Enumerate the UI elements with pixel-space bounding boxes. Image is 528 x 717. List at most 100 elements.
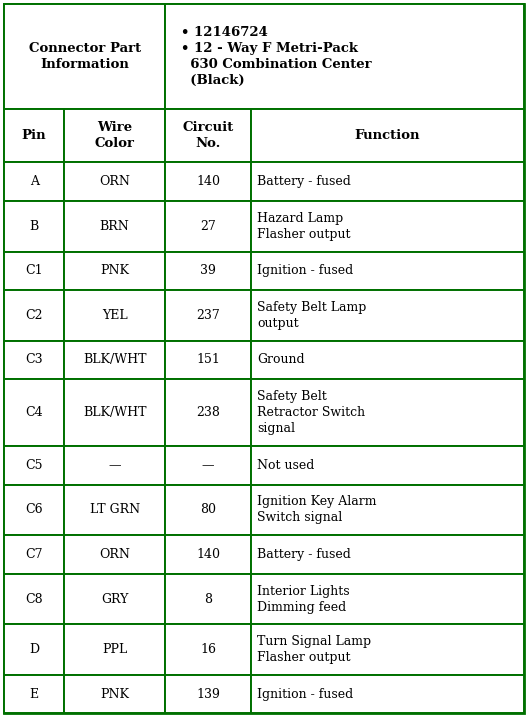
Text: 151: 151 xyxy=(196,353,220,366)
Text: PNK: PNK xyxy=(100,688,129,701)
Bar xyxy=(165,675,251,713)
Bar xyxy=(251,109,524,163)
Bar xyxy=(4,341,64,379)
Bar xyxy=(165,574,251,625)
Bar xyxy=(4,109,64,163)
Bar xyxy=(64,109,165,163)
Bar xyxy=(4,625,64,675)
Bar xyxy=(64,379,165,446)
Text: 139: 139 xyxy=(196,688,220,701)
Text: Turn Signal Lamp
Flasher output: Turn Signal Lamp Flasher output xyxy=(257,635,372,664)
Text: LT GRN: LT GRN xyxy=(90,503,140,516)
Text: B: B xyxy=(30,220,39,233)
Text: Battery - fused: Battery - fused xyxy=(257,548,351,561)
Bar xyxy=(165,201,251,252)
Text: Ignition Key Alarm
Switch signal: Ignition Key Alarm Switch signal xyxy=(257,495,377,524)
Bar xyxy=(251,341,524,379)
Bar xyxy=(251,625,524,675)
Text: Not used: Not used xyxy=(257,459,315,472)
Text: C2: C2 xyxy=(25,309,43,322)
Text: GRY: GRY xyxy=(101,592,128,606)
Text: C8: C8 xyxy=(25,592,43,606)
Text: Circuit
No.: Circuit No. xyxy=(183,121,234,151)
Bar xyxy=(165,535,251,574)
Text: Ground: Ground xyxy=(257,353,305,366)
Text: • 12146724
• 12 - Way F Metri-Pack
  630 Combination Center
  (Black): • 12146724 • 12 - Way F Metri-Pack 630 C… xyxy=(181,26,372,87)
Bar xyxy=(165,341,251,379)
Text: 27: 27 xyxy=(200,220,216,233)
Text: 238: 238 xyxy=(196,407,220,419)
Bar xyxy=(4,675,64,713)
Bar xyxy=(64,163,165,201)
Bar xyxy=(165,379,251,446)
Text: E: E xyxy=(30,688,39,701)
Bar xyxy=(4,535,64,574)
Bar xyxy=(251,574,524,625)
Bar xyxy=(165,4,524,109)
Bar xyxy=(165,625,251,675)
Text: Ignition - fused: Ignition - fused xyxy=(257,265,354,277)
Text: D: D xyxy=(29,643,39,656)
Text: 80: 80 xyxy=(200,503,216,516)
Text: Pin: Pin xyxy=(22,129,46,142)
Text: ORN: ORN xyxy=(99,175,130,189)
Text: 16: 16 xyxy=(200,643,216,656)
Bar xyxy=(251,201,524,252)
Text: 140: 140 xyxy=(196,175,220,189)
Bar xyxy=(64,446,165,485)
Text: Battery - fused: Battery - fused xyxy=(257,175,351,189)
Bar xyxy=(64,535,165,574)
Text: Hazard Lamp
Flasher output: Hazard Lamp Flasher output xyxy=(257,212,351,241)
Text: A: A xyxy=(30,175,39,189)
Bar xyxy=(4,163,64,201)
Bar xyxy=(165,446,251,485)
Bar xyxy=(4,4,165,109)
Bar xyxy=(251,379,524,446)
Bar xyxy=(4,252,64,290)
Bar xyxy=(64,201,165,252)
Bar xyxy=(165,163,251,201)
Text: PNK: PNK xyxy=(100,265,129,277)
Bar xyxy=(165,252,251,290)
Text: BLK/WHT: BLK/WHT xyxy=(83,353,146,366)
Bar xyxy=(251,290,524,341)
Text: C5: C5 xyxy=(25,459,43,472)
Text: Wire
Color: Wire Color xyxy=(95,121,135,151)
Text: —: — xyxy=(108,459,121,472)
Bar xyxy=(251,535,524,574)
Text: Ignition - fused: Ignition - fused xyxy=(257,688,354,701)
Text: Connector Part
Information: Connector Part Information xyxy=(29,42,141,71)
Bar xyxy=(4,379,64,446)
Text: Safety Belt Lamp
output: Safety Belt Lamp output xyxy=(257,301,367,330)
Text: Interior Lights
Dimming feed: Interior Lights Dimming feed xyxy=(257,584,350,614)
Text: C7: C7 xyxy=(25,548,43,561)
Bar xyxy=(64,625,165,675)
Bar xyxy=(4,574,64,625)
Bar xyxy=(165,109,251,163)
Bar xyxy=(64,675,165,713)
Text: YEL: YEL xyxy=(102,309,127,322)
Bar xyxy=(251,446,524,485)
Bar xyxy=(4,485,64,535)
Text: PPL: PPL xyxy=(102,643,127,656)
Text: C1: C1 xyxy=(25,265,43,277)
Bar xyxy=(64,290,165,341)
Text: Function: Function xyxy=(355,129,420,142)
Text: C4: C4 xyxy=(25,407,43,419)
Bar xyxy=(251,163,524,201)
Bar xyxy=(4,446,64,485)
Text: C6: C6 xyxy=(25,503,43,516)
Bar xyxy=(4,290,64,341)
Text: —: — xyxy=(202,459,214,472)
Bar xyxy=(64,252,165,290)
Bar xyxy=(251,675,524,713)
Bar xyxy=(165,485,251,535)
Bar xyxy=(165,290,251,341)
Bar xyxy=(251,252,524,290)
Bar xyxy=(64,574,165,625)
Text: ORN: ORN xyxy=(99,548,130,561)
Text: Safety Belt
Retractor Switch
signal: Safety Belt Retractor Switch signal xyxy=(257,390,365,435)
Text: 237: 237 xyxy=(196,309,220,322)
Text: BLK/WHT: BLK/WHT xyxy=(83,407,146,419)
Text: C3: C3 xyxy=(25,353,43,366)
